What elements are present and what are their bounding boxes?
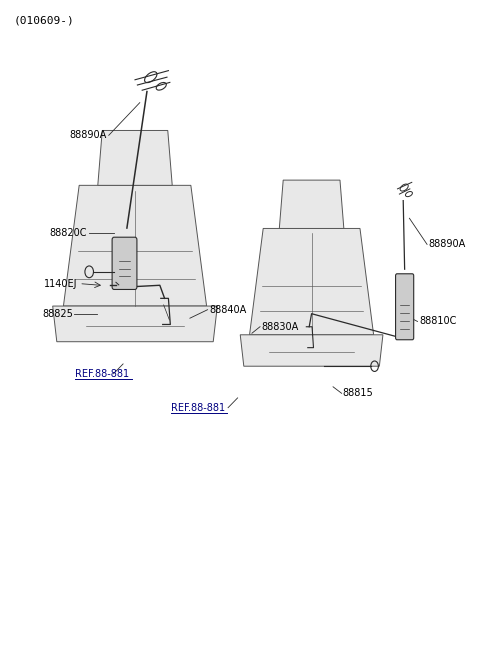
- Polygon shape: [53, 306, 217, 342]
- FancyBboxPatch shape: [112, 237, 137, 289]
- Polygon shape: [98, 131, 172, 186]
- FancyBboxPatch shape: [396, 274, 414, 340]
- Text: REF.88-881: REF.88-881: [171, 403, 225, 413]
- Text: 88820C: 88820C: [50, 228, 87, 238]
- Polygon shape: [63, 186, 206, 306]
- Text: REF.88-881: REF.88-881: [75, 369, 130, 379]
- Text: 88890A: 88890A: [429, 239, 466, 249]
- Text: 88810C: 88810C: [419, 316, 456, 327]
- Text: 88840A: 88840A: [209, 304, 246, 315]
- Text: 88890A: 88890A: [69, 131, 107, 140]
- Text: 1140EJ: 1140EJ: [44, 279, 78, 289]
- Text: 88815: 88815: [343, 388, 373, 398]
- Polygon shape: [240, 335, 383, 366]
- Polygon shape: [250, 228, 373, 335]
- Text: 88830A: 88830A: [262, 321, 299, 332]
- Polygon shape: [279, 180, 344, 228]
- Text: 88825: 88825: [42, 308, 73, 319]
- Text: (010609-): (010609-): [13, 16, 74, 26]
